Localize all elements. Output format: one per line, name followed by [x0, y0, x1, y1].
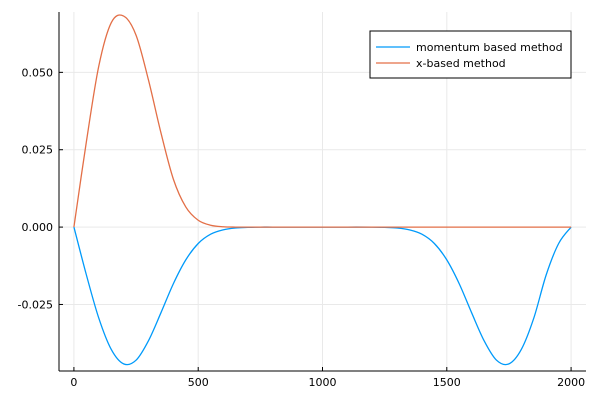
- x-tick-label: 1500: [433, 376, 461, 389]
- y-tick-label: 0.000: [22, 221, 54, 234]
- y-tick-label: 0.050: [22, 66, 54, 79]
- series-line-x-based: [73, 14, 572, 228]
- y-tick-label: -0.025: [18, 298, 53, 311]
- y-tick-label: 0.025: [22, 144, 54, 157]
- y-axis-ticks: -0.025 0.000 0.025 0.050: [18, 66, 63, 311]
- x-tick-label: 500: [188, 376, 209, 389]
- x-tick-label: 1000: [309, 376, 337, 389]
- legend-box: [369, 30, 572, 79]
- x-tick-label: 0: [70, 376, 77, 389]
- x-axis-ticks: 0 500 1000 1500 2000: [70, 367, 585, 389]
- legend: momentum based method x-based method: [369, 30, 572, 79]
- series-layer: [73, 14, 572, 366]
- legend-label-x-based: x-based method: [416, 57, 506, 70]
- x-tick-label: 2000: [557, 376, 585, 389]
- legend-label-momentum: momentum based method: [416, 41, 563, 54]
